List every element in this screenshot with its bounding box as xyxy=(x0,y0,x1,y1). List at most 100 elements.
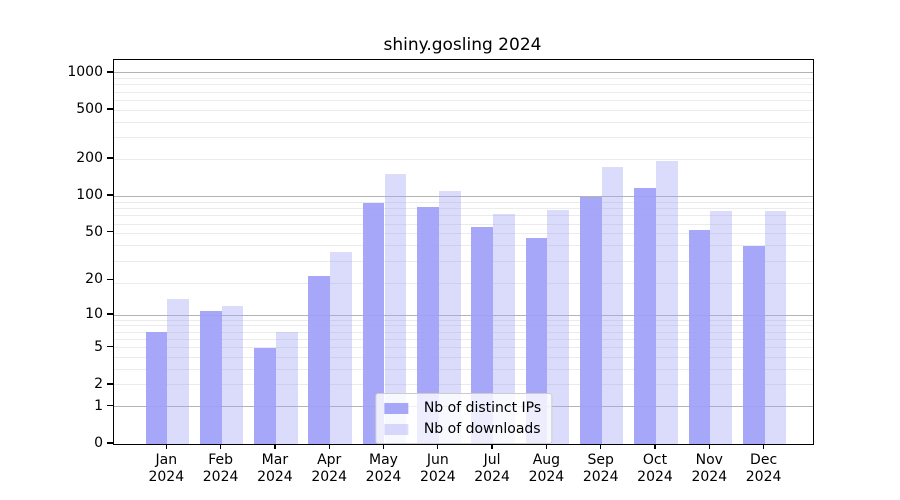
y-gridline-minor xyxy=(114,357,813,359)
x-tick-mark xyxy=(545,444,548,449)
y-gridline-minor xyxy=(114,201,813,203)
x-tick-label: Jun 2024 xyxy=(419,452,456,485)
y-gridline-major xyxy=(114,72,813,74)
y-tick-label: 5 xyxy=(94,338,103,355)
bar-downloads xyxy=(656,161,678,444)
y-gridline-minor xyxy=(114,282,813,284)
bar-downloads xyxy=(764,211,787,444)
legend-label-distinct-ips: Nb of distinct IPs xyxy=(423,400,542,416)
legend-item-distinct-ips: Nb of distinct IPs xyxy=(383,400,542,416)
bar-downloads xyxy=(384,173,407,444)
x-tick-label: Feb 2024 xyxy=(202,452,239,485)
bar-downloads xyxy=(167,298,190,444)
y-gridline-minor xyxy=(114,84,813,86)
bar-downloads xyxy=(710,211,733,444)
y-gridline-minor xyxy=(114,325,813,327)
y-gridline-minor xyxy=(114,196,813,198)
x-tick-mark xyxy=(382,444,385,449)
y-gridline-minor xyxy=(114,245,813,247)
bar-downloads xyxy=(547,209,570,444)
y-gridline-minor xyxy=(114,109,813,111)
y-gridline-minor xyxy=(114,384,813,386)
x-tick-mark xyxy=(165,444,167,449)
x-tick-label: May 2024 xyxy=(365,452,402,485)
x-tick-label: Aug 2024 xyxy=(528,452,565,485)
x-tick-label: Mar 2024 xyxy=(257,452,293,485)
y-tick-mark xyxy=(107,383,113,385)
y-gridline-minor xyxy=(114,223,813,225)
y-gridline-minor xyxy=(114,260,813,262)
y-gridline-minor xyxy=(114,331,813,333)
y-gridline-minor xyxy=(114,99,813,101)
x-tick-mark xyxy=(328,444,330,449)
y-tick-mark xyxy=(107,405,113,407)
bar-downloads xyxy=(221,306,244,444)
y-gridline-minor xyxy=(114,137,813,139)
x-tick-label: Jan 2024 xyxy=(148,452,185,485)
y-tick-label: 500 xyxy=(76,101,103,118)
y-tick-mark xyxy=(107,346,113,348)
bar-distinct-ips xyxy=(145,332,168,444)
x-tick-label: Jul 2024 xyxy=(474,452,510,485)
y-gridline-minor xyxy=(114,369,813,371)
bar-distinct-ips xyxy=(742,245,765,444)
y-gridline-minor xyxy=(114,208,813,210)
legend-swatch-distinct-ips xyxy=(383,402,408,414)
y-tick-label: 2 xyxy=(94,375,103,392)
y-gridline-minor xyxy=(114,233,813,235)
bar-distinct-ips xyxy=(199,310,222,444)
x-tick-mark xyxy=(491,444,493,449)
plot-area: Nb of distinct IPs Nb of downloads xyxy=(113,59,814,445)
y-tick-mark xyxy=(107,194,113,196)
bar-distinct-ips xyxy=(471,226,494,444)
bar-distinct-ips xyxy=(308,275,331,444)
y-gridline-minor xyxy=(114,158,813,160)
y-gridline-minor xyxy=(114,338,813,340)
y-gridline-major xyxy=(114,314,813,316)
y-tick-label: 200 xyxy=(76,150,103,167)
y-tick-mark xyxy=(107,313,113,315)
y-tick-mark xyxy=(107,71,113,73)
legend-label-downloads: Nb of downloads xyxy=(423,421,541,437)
x-tick-label: Apr 2024 xyxy=(311,452,347,485)
bar-distinct-ips xyxy=(579,197,602,444)
y-tick-label: 1 xyxy=(94,397,103,414)
y-tick-label: 50 xyxy=(85,223,103,240)
x-tick-mark xyxy=(219,444,222,449)
y-tick-mark xyxy=(107,442,113,444)
y-tick-label: 0 xyxy=(94,435,103,451)
y-gridline-minor xyxy=(114,78,813,80)
x-tick-label: Oct 2024 xyxy=(637,452,673,485)
y-tick-mark xyxy=(107,157,113,159)
y-tick-mark xyxy=(107,278,113,281)
x-tick-mark xyxy=(708,444,710,449)
bar-distinct-ips xyxy=(525,238,548,444)
bar-distinct-ips xyxy=(634,187,656,444)
y-gridline-minor xyxy=(114,347,813,349)
x-tick-label: Dec 2024 xyxy=(745,452,782,485)
x-tick-label: Sep 2024 xyxy=(582,452,619,485)
y-gridline-major xyxy=(114,195,813,197)
y-tick-label: 20 xyxy=(85,271,103,288)
legend-item-downloads: Nb of downloads xyxy=(383,421,541,437)
y-tick-label: 100 xyxy=(76,187,103,204)
y-gridline-minor xyxy=(114,91,813,93)
y-tick-mark xyxy=(107,231,113,233)
y-gridline-minor xyxy=(114,319,813,321)
y-tick-label: 1000 xyxy=(67,63,103,80)
bar-distinct-ips xyxy=(688,229,711,444)
legend: Nb of distinct IPs Nb of downloads xyxy=(374,393,553,444)
bar-distinct-ips xyxy=(362,202,385,444)
x-tick-mark xyxy=(437,444,439,449)
x-tick-label: Nov 2024 xyxy=(691,452,728,485)
bar-downloads xyxy=(330,251,352,444)
bar-downloads xyxy=(438,191,461,444)
y-gridline-minor xyxy=(114,121,813,123)
x-tick-mark xyxy=(654,444,656,449)
x-tick-mark xyxy=(762,444,765,449)
bar-downloads xyxy=(493,214,515,444)
bar-downloads xyxy=(275,332,298,444)
legend-swatch-downloads xyxy=(383,423,408,435)
bar-downloads xyxy=(601,167,624,444)
